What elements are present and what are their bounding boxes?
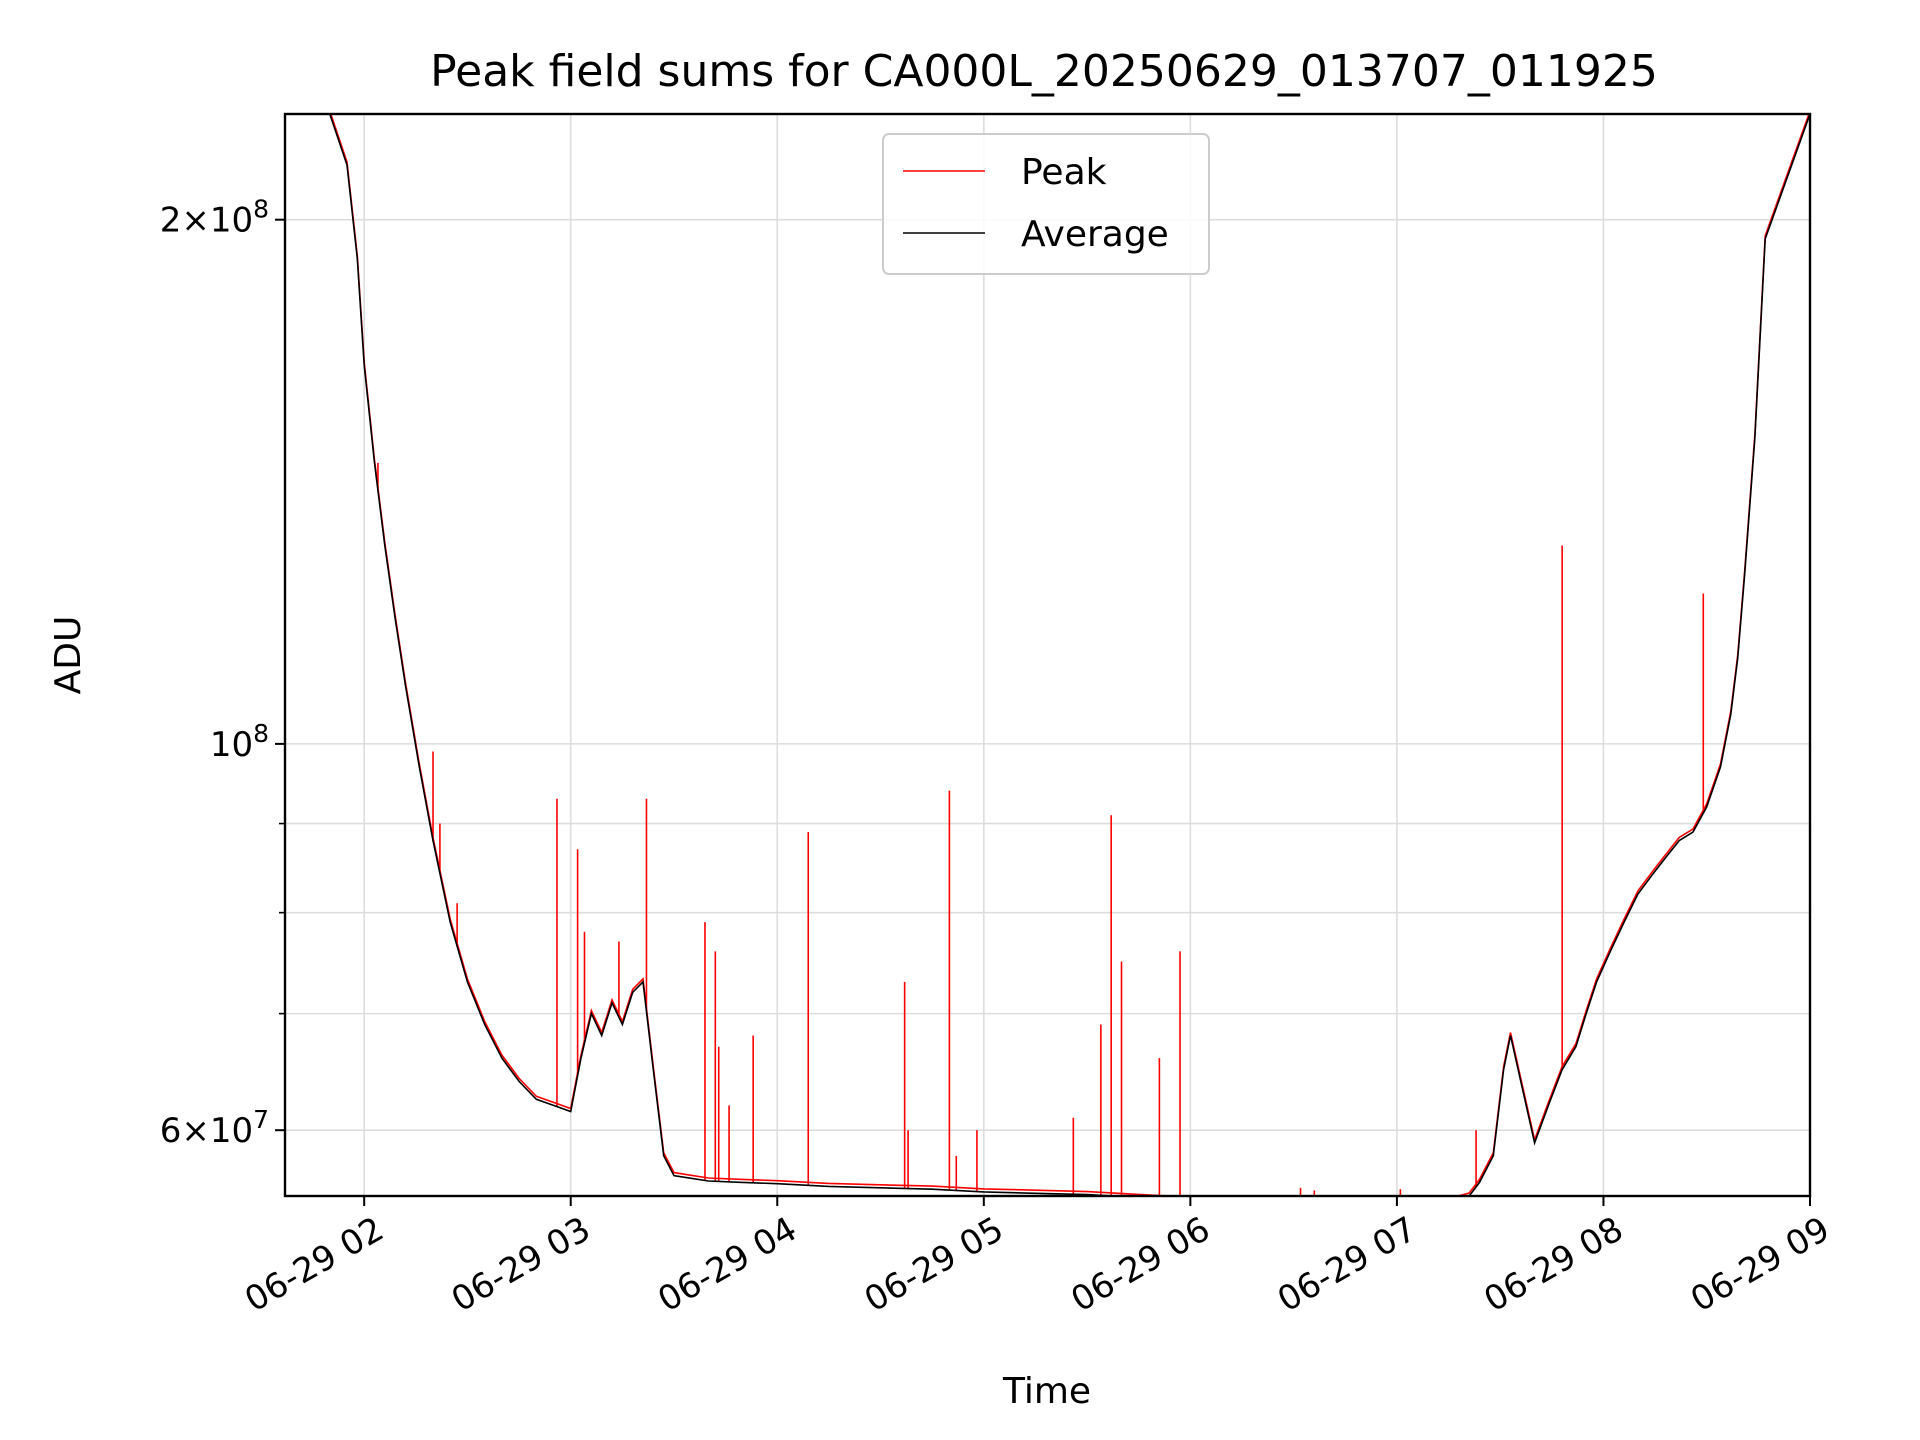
y-axis-label: ADU	[48, 616, 89, 695]
y-tick-label-exponent: 8	[253, 719, 269, 748]
chart-title: Peak field sums for CA000L_20250629_0137…	[430, 46, 1658, 97]
series-line-peak	[329, 114, 1810, 1196]
series-line-average	[285, 114, 1810, 1196]
y-tick-label-power: 10	[210, 201, 253, 241]
y-tick-label-exponent: 8	[253, 195, 269, 224]
legend-box	[882, 133, 1210, 275]
plot-area	[285, 114, 1810, 1196]
y-tick-label: 2×108	[160, 195, 269, 241]
legend-label-average: Average	[1021, 214, 1169, 255]
y-tick-label-base: 6	[160, 1111, 182, 1151]
y-tick-label-times: ×	[181, 201, 210, 241]
y-tick-label-power: 10	[210, 1111, 253, 1151]
y-tick-label-base: 2	[160, 201, 182, 241]
legend-label-peak: Peak	[1021, 152, 1107, 193]
x-axis-label: Time	[1002, 1371, 1091, 1412]
legend: Peak Average	[882, 133, 1210, 275]
y-tick-label: 108	[210, 719, 269, 765]
y-tick-label-power: 10	[210, 725, 253, 765]
y-tick-label-exponent: 7	[253, 1105, 269, 1134]
y-tick-label: 6×107	[160, 1105, 269, 1151]
y-tick-label-times: ×	[181, 1111, 210, 1151]
plot-frame	[283, 112, 1812, 1198]
